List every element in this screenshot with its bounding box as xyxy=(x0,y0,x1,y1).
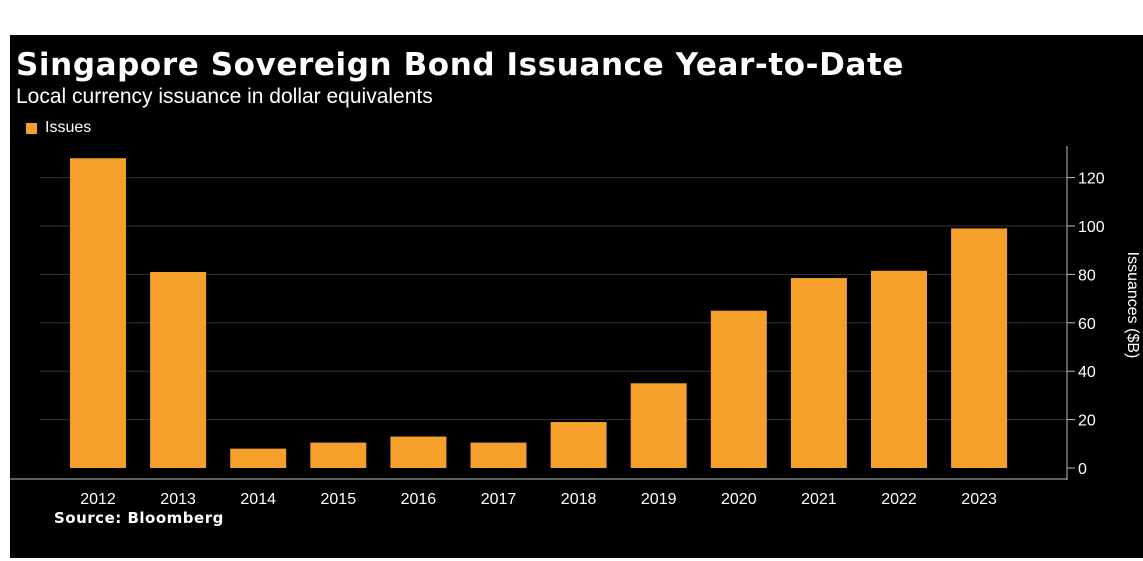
x-tick-label-2023: 2023 xyxy=(961,491,997,508)
bar-2023 xyxy=(951,228,1008,468)
chart-subtitle: Local currency issuance in dollar equiva… xyxy=(16,85,433,108)
chart-panel: Singapore Sovereign Bond Issuance Year-t… xyxy=(10,35,1143,558)
bar-2020 xyxy=(710,310,767,468)
bar-2013 xyxy=(150,271,207,468)
bar-2021 xyxy=(790,278,847,468)
y-tick-label-80: 80 xyxy=(1078,267,1096,284)
y-tick-label-100: 100 xyxy=(1078,219,1105,236)
y-tick-label-20: 20 xyxy=(1078,413,1096,430)
legend-label-issues: Issues xyxy=(45,119,92,136)
bar-2018 xyxy=(550,422,607,468)
x-tick-label-2022: 2022 xyxy=(881,491,917,508)
x-tick-label-2021: 2021 xyxy=(801,491,837,508)
x-tick-label-2020: 2020 xyxy=(721,491,757,508)
y-axis-title: Issuances ($B) xyxy=(1124,252,1141,359)
x-tick-label-2014: 2014 xyxy=(240,491,276,508)
x-tick-label-2015: 2015 xyxy=(321,491,357,508)
bar-2022 xyxy=(871,270,927,468)
y-tick-label-40: 40 xyxy=(1078,364,1096,381)
y-tick-label-60: 60 xyxy=(1078,316,1096,333)
x-tick-label-2017: 2017 xyxy=(481,491,517,508)
y-tick-label-0: 0 xyxy=(1078,461,1087,478)
bar-2015 xyxy=(310,442,367,468)
source-note: Source: Bloomberg xyxy=(54,509,224,527)
x-tick-label-2016: 2016 xyxy=(401,491,437,508)
x-tick-label-2012: 2012 xyxy=(80,491,116,508)
x-tick-label-2018: 2018 xyxy=(561,491,597,508)
bar-2014 xyxy=(230,448,287,468)
legend-swatch-issues xyxy=(26,122,37,134)
y-tick-label-120: 120 xyxy=(1078,171,1105,188)
bar-2017 xyxy=(470,442,527,468)
bar-2019 xyxy=(630,383,687,468)
chart-legend: Issues xyxy=(26,119,91,137)
bar-2012 xyxy=(70,158,126,468)
x-tick-label-2019: 2019 xyxy=(641,491,677,508)
bar-2016 xyxy=(390,436,447,468)
x-tick-label-2013: 2013 xyxy=(160,491,196,508)
bar-chart: 0 20 40 60 80 100 120 2012 2013 2014 2015 2016 2017 2… xyxy=(10,146,1141,508)
chart-title: Singapore Sovereign Bond Issuance Year-t… xyxy=(16,47,905,83)
